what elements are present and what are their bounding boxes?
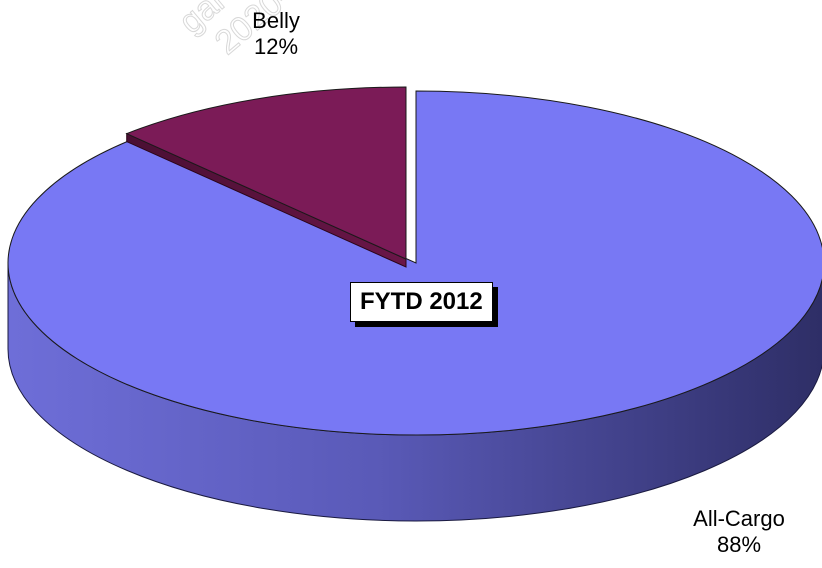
- slice-label-all-cargo-value: 88%: [716, 532, 762, 557]
- slice-label-belly-value: 12%: [253, 34, 299, 59]
- slice-label-belly-name: Belly: [252, 8, 300, 33]
- chart-title: FYTD 2012: [350, 282, 493, 322]
- slice-label-all-cargo-name: All-Cargo: [693, 506, 785, 531]
- slice-label-belly: Belly 12%: [236, 8, 316, 60]
- slice-label-all-cargo: All-Cargo 88%: [674, 506, 804, 558]
- slice-belly: [125, 86, 407, 260]
